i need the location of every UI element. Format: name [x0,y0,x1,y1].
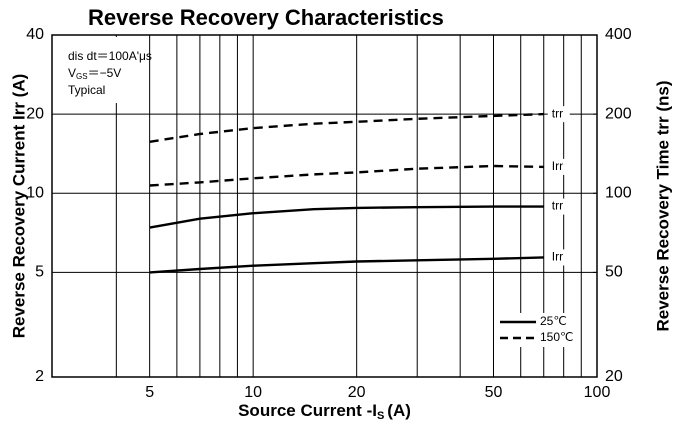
series-label: trr [552,199,563,213]
series-label-bg [547,106,570,123]
series-label-bg [547,158,570,175]
series-label-bg [547,249,570,266]
series-line [149,164,544,187]
series-label: trr [552,106,563,120]
y2-tick-label: 50 [605,264,623,281]
y-axis-label: Reverse Recovery Current Irr (A) [9,74,28,339]
y2-axis-label: Reverse Recovery Time trr (ns) [653,80,672,331]
y-tick-label: 2 [35,368,44,385]
series-line [149,112,544,143]
y2-tick-label: 400 [605,26,632,43]
annotation: Typical [68,83,105,97]
x-tick-label: 20 [348,384,366,401]
x-axis-label-sub: S [377,410,384,422]
y2-tick-label: 100 [605,184,632,201]
series-label: Irr [552,250,563,264]
annotation-text: ＝−5V [88,66,122,80]
y2-tick-label: 20 [605,368,623,385]
x-axis-label-main: Source Current -I [238,401,377,420]
chart-title: Reverse Recovery Characteristics [88,5,444,30]
series-line [149,205,544,229]
series-label-bg [547,198,570,215]
annotation-text: V [68,66,76,80]
annotation-box [54,37,146,103]
y-tick-label: 5 [35,264,44,281]
annotation-sub: GS [76,72,88,81]
annotation: VGS＝−5V [68,66,121,81]
legend-box [496,313,580,347]
legend-label: 150℃ [540,330,574,344]
annotation-text: Typical [68,83,105,97]
y2-tick-label: 200 [605,105,632,122]
annotation: dis dt＝100A'μs [68,49,152,63]
series-label: Irr [552,159,563,173]
x-tick-label: 5 [145,384,154,401]
annotation-text: dis dt＝100A'μs [68,49,152,63]
x-axis-label: Source Current -IS (A) [238,401,411,421]
plot-frame [51,34,598,378]
x-tick-label: 50 [485,384,503,401]
legend-label: 25℃ [540,314,567,328]
x-axis-label-rest: (A) [387,401,411,420]
x-tick-label: 10 [244,384,262,401]
y-tick-label: 20 [26,105,44,122]
y-tick-label: 40 [26,26,44,43]
x-tick-label: 100 [584,384,611,401]
y-tick-label: 10 [26,184,44,201]
series-line [149,256,544,274]
